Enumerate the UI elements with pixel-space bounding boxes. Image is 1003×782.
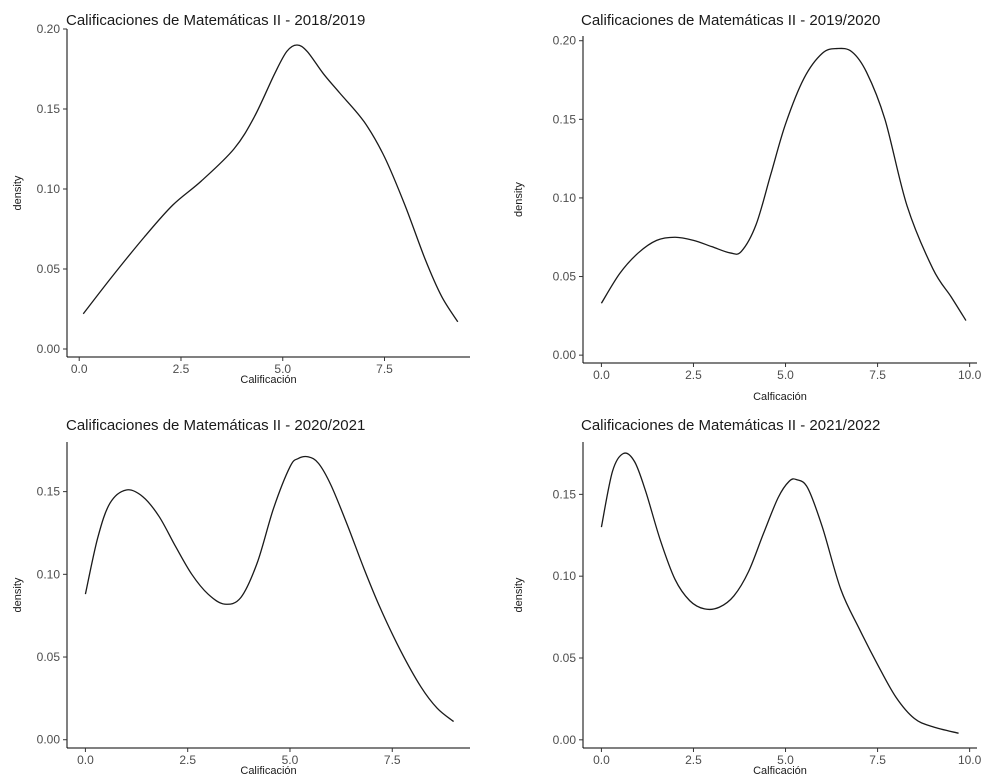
y-axis-title: density [12,175,24,210]
x-tick-label: 0.0 [593,368,610,382]
x-tick-label: 0.0 [77,753,94,767]
density-line [84,455,455,723]
chart-panel-2020-2021: Calificaciones de Matemáticas II - 2020/… [0,391,501,782]
x-axis-title: Calificación [240,765,296,777]
y-tick-label: 0.05 [553,651,577,665]
y-tick-label: 0.15 [37,102,61,116]
y-tick-label: 0.15 [553,112,577,126]
x-tick-label: 2.5 [685,368,702,382]
y-axis-title: density [513,577,525,612]
y-tick-label: 0.00 [553,348,577,362]
x-tick-label: 5.0 [777,368,794,382]
x-axis-title: Calificación [240,374,296,386]
y-tick-label: 0.10 [553,191,577,205]
y-tick-label: 0.15 [553,487,577,501]
y-tick-label: 0.10 [553,569,577,583]
x-tick-label: 0.0 [71,362,88,376]
chart-panel-2021-2022: Calificaciones de Matemáticas II - 2021/… [501,391,1003,782]
y-tick-label: 0.05 [37,262,61,276]
y-tick-label: 0.10 [37,567,61,581]
x-tick-label: 10.0 [958,753,982,767]
chart-plot: 0.00 0.05 0.10 0.15 0.20 0.0 2.5 5.0 7.5 10.0 Calf… [513,34,982,403]
chart-panel-2019-2020: Calificaciones de Matemáticas II - 2019/… [501,0,1003,403]
chart-panel-2018-2019: Calificaciones de Matemáticas II - 2018/… [0,0,501,391]
x-axis-title: Calficación [753,391,807,403]
chart-plot: 0.00 0.05 0.10 0.15 0.0 2.5 5.0 7.5 Calificación… [12,442,470,777]
y-tick-label: 0.15 [37,485,61,499]
density-line [600,452,959,734]
x-tick-label: 2.5 [179,753,196,767]
y-tick-label: 0.05 [37,650,61,664]
chart-title: Calificaciones de Matemáticas II - 2020/… [66,417,366,434]
x-tick-label: 0.0 [593,753,610,767]
density-line [82,44,459,323]
x-tick-label: 10.0 [958,368,982,382]
x-tick-label: 2.5 [685,753,702,767]
chart-plot: 0.00 0.05 0.10 0.15 0.20 0.0 2.5 5.0 7.5 Califica… [12,22,470,386]
y-tick-label: 0.00 [37,342,61,356]
chart-title: Calificaciones de Matemáticas II - 2018/… [66,12,366,29]
y-tick-label: 0.10 [37,182,61,196]
x-axis-title: Calficación [753,765,807,777]
x-tick-label: 7.5 [384,753,401,767]
x-tick-label: 7.5 [869,368,886,382]
y-tick-label: 0.20 [37,22,61,36]
x-tick-label: 2.5 [173,362,190,376]
chart-title: Calificaciones de Matemáticas II - 2019/… [581,12,881,29]
y-axis-title: density [12,577,24,612]
chart-plot: 0.00 0.05 0.10 0.15 0.0 2.5 5.0 7.5 10.0 Calficac… [513,442,982,777]
y-tick-label: 0.00 [553,733,577,747]
density-line [600,47,967,321]
x-tick-label: 5.0 [777,753,794,767]
y-tick-label: 0.20 [553,34,577,48]
y-tick-label: 0.00 [37,733,61,747]
chart-title: Calificaciones de Matemáticas II - 2021/… [581,417,881,434]
y-axis-title: density [513,182,525,217]
x-tick-label: 7.5 [376,362,393,376]
y-tick-label: 0.05 [553,270,577,284]
x-tick-label: 7.5 [869,753,886,767]
x-tick-label: 5.0 [274,362,291,376]
x-tick-label: 5.0 [282,753,299,767]
